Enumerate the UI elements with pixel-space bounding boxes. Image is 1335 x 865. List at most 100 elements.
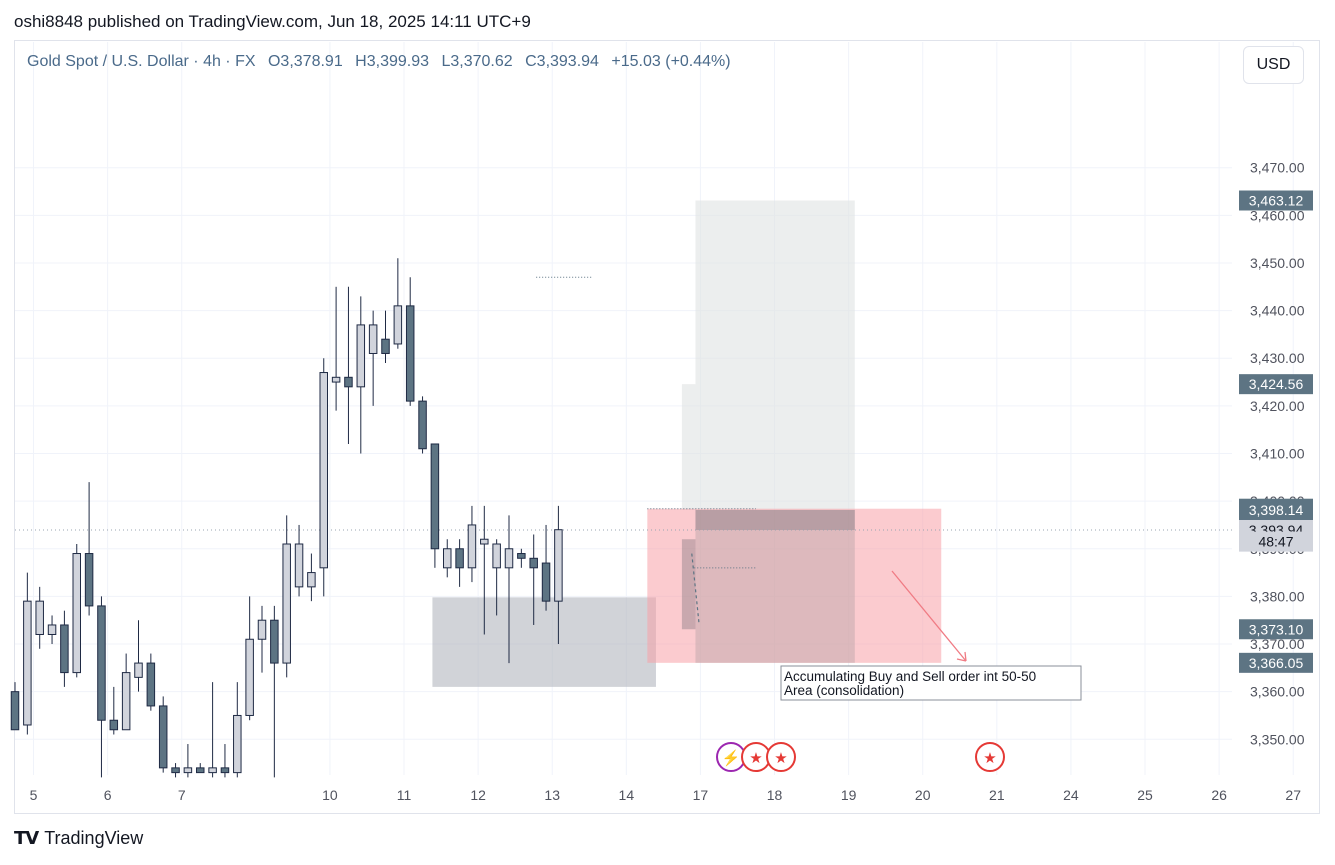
- candle-body[interactable]: [245, 638, 254, 716]
- x-axis-tick-label: 11: [397, 787, 412, 803]
- price-label: 48:47: [1258, 534, 1293, 550]
- candle-body[interactable]: [443, 548, 452, 569]
- y-axis-tick-label: 3,430.00: [1250, 350, 1305, 366]
- candle-body[interactable]: [270, 619, 279, 664]
- annotation-line-2: Area (consolidation): [784, 683, 904, 698]
- candle-body[interactable]: [492, 543, 501, 569]
- footer: TV TradingView: [14, 828, 143, 849]
- x-axis-tick-label: 20: [915, 787, 931, 803]
- event-flag-glyph: ★: [983, 750, 996, 767]
- price-label-box: [1239, 190, 1313, 211]
- price-label-box: [1239, 652, 1313, 673]
- candle-body[interactable]: [171, 767, 180, 774]
- candle-body[interactable]: [35, 600, 44, 635]
- y-axis-tick-label: 3,440.00: [1250, 303, 1305, 319]
- y-axis-tick-label: 3,360.00: [1250, 684, 1305, 700]
- candle-body[interactable]: [10, 691, 20, 731]
- position-stop-band[interactable]: [681, 539, 696, 630]
- candle-body[interactable]: [517, 553, 526, 559]
- ohlc-legend: Gold Spot / U.S. Dollar · 4h · FX O3,378…: [27, 53, 739, 71]
- candle-body[interactable]: [183, 767, 193, 774]
- x-axis-tick-label: 17: [693, 787, 709, 803]
- candle-body[interactable]: [405, 305, 415, 402]
- annotation-arrow[interactable]: [891, 570, 967, 662]
- candle-body[interactable]: [134, 662, 143, 678]
- gray-zone-demand[interactable]: [432, 597, 656, 687]
- currency-button[interactable]: USD: [1243, 46, 1304, 84]
- candle-body[interactable]: [344, 376, 353, 388]
- gray-zone-target[interactable]: [695, 200, 855, 510]
- candle-body[interactable]: [233, 714, 242, 774]
- x-axis-tick-label: 18: [767, 787, 783, 803]
- y-axis-tick-label: 3,420.00: [1250, 398, 1305, 414]
- candle-body[interactable]: [220, 767, 230, 774]
- candle-body[interactable]: [146, 662, 156, 707]
- candle-body[interactable]: [257, 619, 267, 640]
- x-axis-tick-label: 13: [544, 787, 560, 803]
- candle-body[interactable]: [541, 562, 551, 602]
- x-axis-tick-label: 24: [1063, 787, 1079, 803]
- candle-body[interactable]: [60, 624, 69, 674]
- candle-body[interactable]: [467, 524, 477, 569]
- price-label: 3,424.56: [1249, 376, 1304, 392]
- x-axis-tick-label: 21: [989, 787, 1005, 803]
- price-label: 3,373.10: [1249, 621, 1304, 637]
- candle-body[interactable]: [393, 305, 403, 345]
- candle-body[interactable]: [307, 572, 316, 588]
- candle-body[interactable]: [97, 605, 106, 721]
- symbol-label[interactable]: Gold Spot / U.S. Dollar · 4h · FX: [27, 53, 256, 70]
- candle-body[interactable]: [504, 548, 514, 569]
- x-axis-tick-label: 5: [30, 787, 38, 803]
- candle-body[interactable]: [381, 338, 390, 354]
- candle-body[interactable]: [368, 324, 378, 354]
- x-axis-tick-label: 19: [841, 787, 857, 803]
- candle-body[interactable]: [455, 548, 464, 569]
- candle-body[interactable]: [430, 443, 440, 550]
- candle-body[interactable]: [480, 538, 489, 545]
- open-value: O3,378.91: [267, 53, 343, 70]
- candle-body[interactable]: [331, 376, 341, 383]
- low-value: L3,370.62: [441, 53, 513, 70]
- candle-body[interactable]: [23, 600, 32, 726]
- x-axis-tick-label: 26: [1211, 787, 1227, 803]
- candle-body[interactable]: [84, 553, 94, 607]
- candle-body[interactable]: [282, 543, 291, 664]
- gray-zone-target-step[interactable]: [681, 384, 696, 510]
- candle-body[interactable]: [554, 529, 563, 602]
- event-us-flag-icon[interactable]: [975, 742, 1005, 772]
- candle-body[interactable]: [47, 624, 57, 635]
- event-flag-glyph: ★: [749, 750, 762, 767]
- candle-body[interactable]: [109, 719, 119, 731]
- event-us-flag-icon[interactable]: [766, 742, 796, 772]
- annotation-box[interactable]: [780, 665, 1082, 701]
- candle-body[interactable]: [356, 324, 366, 388]
- brand-name[interactable]: TradingView: [44, 828, 144, 848]
- y-axis-tick-label: 3,350.00: [1250, 731, 1305, 747]
- x-axis-tick-label: 25: [1137, 787, 1153, 803]
- price-label: 3,463.12: [1249, 193, 1304, 209]
- tradingview-logo-icon[interactable]: TV: [14, 828, 39, 849]
- candle-body[interactable]: [418, 400, 427, 450]
- position-zone[interactable]: [695, 509, 855, 663]
- event-flash-glyph: ⚡: [722, 749, 741, 767]
- candle-body[interactable]: [319, 372, 328, 569]
- annotation-line-1: Accumulating Buy and Sell order int 50-5…: [784, 669, 1036, 684]
- position-entry-band[interactable]: [695, 509, 855, 530]
- price-label-box: [1239, 499, 1313, 520]
- candle-body[interactable]: [529, 557, 538, 569]
- candle-body[interactable]: [158, 705, 168, 769]
- pink-zone-consolidation[interactable]: [647, 508, 942, 663]
- x-axis-tick-label: 6: [104, 787, 112, 803]
- candle-body[interactable]: [196, 767, 205, 774]
- candle-body[interactable]: [72, 553, 81, 674]
- candle-body[interactable]: [208, 767, 217, 774]
- high-value: H3,399.93: [355, 53, 430, 70]
- x-axis-tick-label: 14: [619, 787, 635, 803]
- candle-body[interactable]: [294, 543, 304, 588]
- candle-body[interactable]: [121, 672, 131, 731]
- event-flag-glyph: ★: [774, 750, 787, 767]
- x-axis-tick-label: 27: [1285, 787, 1301, 803]
- publish-header: oshi8848 published on TradingView.com, J…: [14, 12, 531, 31]
- price-label-box: [1239, 619, 1313, 640]
